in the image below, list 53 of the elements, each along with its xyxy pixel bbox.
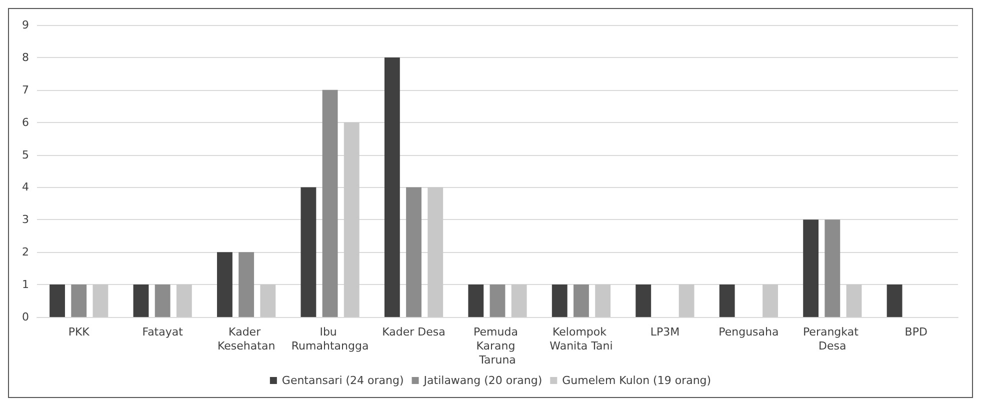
bar — [406, 187, 422, 317]
legend-label: Jatilawang (20 orang) — [422, 374, 542, 387]
y-tick-label: 9 — [22, 18, 29, 32]
y-tick-label: 2 — [22, 246, 29, 259]
bar — [846, 284, 862, 317]
bar — [322, 90, 338, 317]
bar — [50, 284, 65, 317]
y-tick-label: 0 — [22, 310, 29, 324]
bar — [678, 284, 694, 317]
bar — [133, 284, 149, 317]
bar — [92, 284, 108, 317]
x-tick-label: Kelompok Wanita Tani — [550, 326, 613, 352]
bar — [300, 187, 316, 317]
bar — [154, 284, 170, 317]
x-tick-label: Ibu Rumahtangga — [291, 326, 369, 352]
x-tick-label: BPD — [904, 326, 928, 338]
y-tick-label: 8 — [22, 50, 29, 64]
x-tick-label: Kader Desa — [382, 326, 446, 338]
y-tick-label: 7 — [22, 83, 29, 96]
y-tick-label: 3 — [22, 213, 29, 226]
bar — [238, 252, 254, 317]
y-tick-label: 5 — [22, 148, 29, 162]
bar — [490, 284, 506, 317]
bar — [886, 284, 902, 317]
bar — [719, 284, 735, 317]
bar — [824, 220, 840, 317]
bar — [260, 284, 276, 317]
bar — [636, 284, 652, 317]
x-tick-label: LP3M — [650, 326, 680, 338]
x-tick-label: Perangkat Desa — [802, 326, 862, 352]
bar — [595, 284, 611, 317]
bar — [574, 284, 589, 317]
legend-label: Gumelem Kulon (19 orang) — [562, 374, 712, 387]
y-tick-label: 6 — [22, 116, 29, 129]
bar — [71, 284, 87, 317]
x-tick-label: Pemuda Karang Taruna — [474, 326, 522, 366]
bar — [762, 284, 778, 317]
x-tick-label: Kader Kesehatan — [217, 326, 276, 352]
bar — [384, 57, 400, 317]
y-tick-label: 1 — [22, 278, 29, 292]
bar — [511, 284, 527, 317]
bar — [552, 284, 568, 317]
bar — [803, 220, 819, 317]
bar — [217, 252, 232, 317]
bar — [176, 284, 192, 317]
bar — [468, 284, 484, 317]
x-tick-label: Fatayat — [142, 326, 184, 338]
bar — [428, 187, 444, 317]
y-tick-label: 4 — [22, 180, 29, 194]
legend-label: Gentansari (24 orang) — [282, 374, 404, 387]
x-tick-label: Pengusaha — [718, 326, 779, 338]
bar — [344, 122, 360, 317]
x-tick-label: PKK — [68, 326, 90, 338]
